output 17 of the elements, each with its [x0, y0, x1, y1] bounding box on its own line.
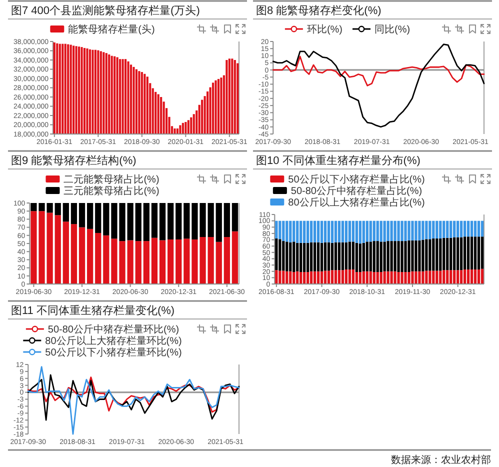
title: 图11 不同体重生猪存栏量变化(%)	[11, 305, 175, 317]
legend-label: 50公斤以下小猪存栏量环比(%)	[45, 348, 182, 359]
legend-label: 能繁母猪存栏量(头)	[68, 24, 155, 36]
legend-label: 80公斤以上大猪存栏量环比(%)	[45, 336, 182, 348]
legend-label: 同比(%)	[374, 24, 410, 36]
title: 图10 不同体重生猪存栏量分布(%)	[256, 155, 420, 167]
legend-label: 50-80公斤中猪存栏量环比(%)	[48, 324, 180, 336]
legend-label: 二元能繁母猪占比(%)	[64, 174, 160, 186]
title: 图8 能繁母猪存栏变化(%)	[256, 5, 382, 17]
annotation: 数据来源：农业农村部	[391, 455, 491, 466]
title: 图7 400个县监测能繁母猪存栏量(万头)	[11, 5, 200, 17]
legend-label: 50公斤以下小猪存栏量占比(%)	[288, 174, 425, 186]
legend-label: 50-80公斤中猪存栏量占比(%)	[290, 186, 422, 198]
legend-label: 环比(%)	[306, 24, 342, 36]
title: 图9 能繁母猪存栏结构(%)	[11, 155, 136, 167]
legend-label: 80公斤以上大猪存栏量占比(%)	[288, 198, 425, 209]
legend-label: 三元能繁母猪占比(%)	[64, 186, 160, 198]
